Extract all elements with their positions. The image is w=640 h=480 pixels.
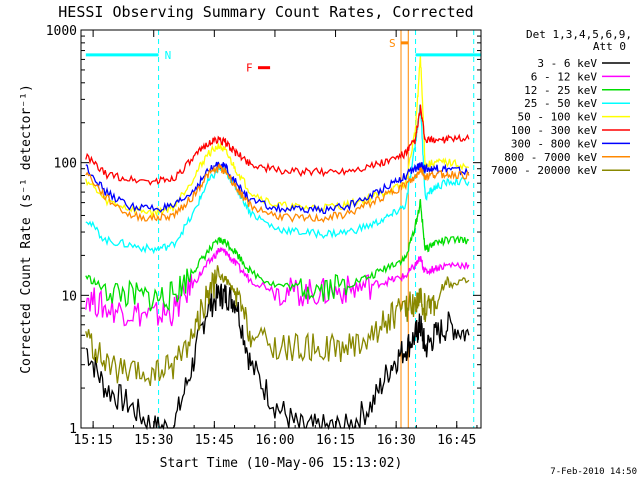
annotation-flags: N F S (85, 37, 481, 75)
plot-area: N F S (85, 30, 481, 431)
y-tick-label-0: 1 (69, 422, 77, 437)
x-tick-label-4: 16:15 (316, 433, 355, 448)
legend-label-100-300-kev: 100 - 300 keV (511, 124, 597, 137)
x-axis-label: Start Time (10-May-06 15:13:02) (160, 456, 403, 471)
series-line-100-300-kev (85, 104, 470, 186)
annotation-label-f: F (246, 62, 253, 75)
annotation-label-n: N (165, 49, 172, 62)
chart-title: HESSI Observing Summary Count Rates, Cor… (58, 3, 473, 21)
legend-label-50-100-kev: 50 - 100 keV (518, 111, 598, 124)
legend-label-12-25-kev: 12 - 25 keV (524, 84, 597, 97)
legend-header-line-2: Att 0 (593, 40, 626, 53)
x-tick-label-2: 15:45 (195, 433, 234, 448)
series-line-300-800-kev (85, 161, 469, 214)
legend-label-3-6-kev: 3 - 6 keV (537, 57, 597, 70)
series-line-12-25-kev (85, 198, 470, 312)
series-line-800-7000-kev (85, 162, 470, 224)
legend-header-line-1: Det 1,3,4,5,6,9, (526, 28, 632, 41)
legend-label-300-800-kev: 300 - 800 keV (511, 137, 597, 150)
y-axis-ticks: 1 10 100 1000 (46, 24, 481, 437)
y-tick-label-3: 1000 (46, 24, 77, 39)
x-axis-ticks: 15:15 15:30 15:45 16:00 16:15 16:30 16:45 (74, 30, 478, 448)
vertical-markers (158, 30, 475, 428)
series-line-50-100-kev (85, 55, 470, 219)
x-tick-label-0: 15:15 (74, 433, 113, 448)
legend-label-7000-20000-kev: 7000 - 20000 keV (491, 164, 597, 177)
series-line-7000-20000-kev (85, 265, 470, 387)
x-tick-label-1: 15:30 (134, 433, 173, 448)
series-line-25-50-kev (85, 104, 470, 255)
series-line-6-12-kev (85, 246, 470, 327)
y-tick-label-1: 10 (61, 289, 77, 304)
legend-label-800-7000-kev: 800 - 7000 keV (504, 151, 597, 164)
timestamp: 7-Feb-2010 14:50 (550, 467, 637, 477)
x-tick-label-3: 16:00 (255, 433, 294, 448)
plot-frame (80, 29, 482, 429)
series-lines (85, 55, 470, 431)
annotation-label-s: S (389, 37, 396, 50)
legend-label-25-50-kev: 25 - 50 keV (524, 97, 597, 110)
legend-label-6-12-kev: 6 - 12 keV (531, 70, 598, 83)
y-tick-label-2: 100 (54, 157, 77, 172)
x-tick-label-5: 16:30 (377, 433, 416, 448)
x-tick-label-6: 16:45 (437, 433, 476, 448)
y-axis-label: Corrected Count Rate (s⁻¹ detector⁻¹) (19, 84, 34, 374)
